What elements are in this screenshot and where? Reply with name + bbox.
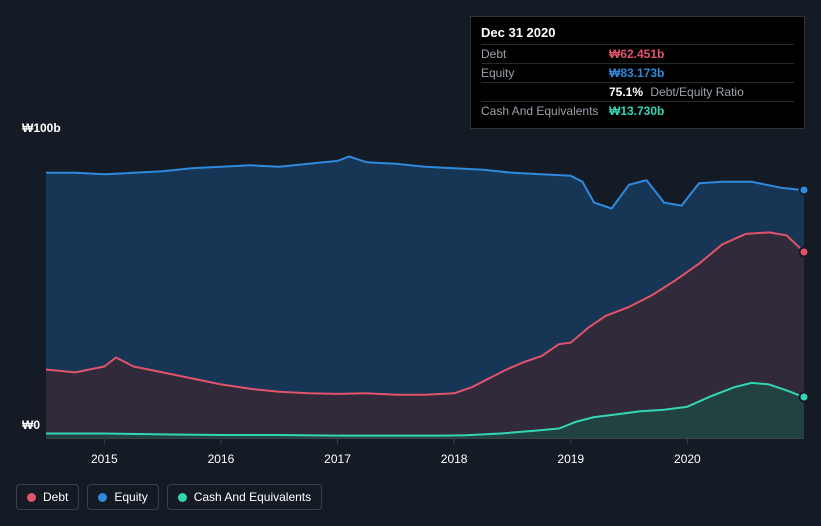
legend-dot-icon [27,493,36,502]
tooltip-sub: Debt/Equity Ratio [647,85,744,99]
legend-dot-icon [178,493,187,502]
x-tick-label: 2019 [557,452,584,466]
x-tick-label: 2015 [91,452,118,466]
financial-chart: ₩100b ₩0 2015 2016 2017 2018 2019 2020 Dec 31… [0,0,821,526]
tooltip-value: ₩83.173b [609,66,664,80]
tooltip-key: Debt [481,47,609,61]
x-tick-label: 2017 [324,452,351,466]
series-marker [799,185,810,196]
y-tick-label: ₩0 [22,418,40,432]
tooltip-key [481,85,609,99]
chart-tooltip: Dec 31 2020 Debt₩62.451bEquity₩83.173b75… [470,16,805,129]
legend-label: Cash And Equivalents [194,490,311,504]
legend-item[interactable]: Equity [87,484,158,510]
legend-label: Debt [43,490,68,504]
tooltip-value: 75.1% Debt/Equity Ratio [609,85,744,99]
x-tick-label: 2018 [441,452,468,466]
legend-dot-icon [98,493,107,502]
tooltip-row: Debt₩62.451b [481,44,794,63]
tooltip-row: Cash And Equivalents₩13.730b [481,101,794,120]
legend-item[interactable]: Debt [16,484,79,510]
tooltip-value: ₩62.451b [609,47,664,61]
y-tick-label: ₩100b [22,121,61,135]
legend-item[interactable]: Cash And Equivalents [167,484,322,510]
x-tick-label: 2016 [208,452,235,466]
series-marker [799,392,810,403]
tooltip-row: Equity₩83.173b [481,63,794,82]
legend-label: Equity [114,490,147,504]
series-marker [799,246,810,257]
x-tick-label: 2020 [674,452,701,466]
tooltip-date: Dec 31 2020 [481,23,794,44]
tooltip-key: Equity [481,66,609,80]
tooltip-value: ₩13.730b [609,104,664,118]
chart-legend: Debt Equity Cash And Equivalents [16,484,322,510]
tooltip-row: 75.1% Debt/Equity Ratio [481,82,794,101]
tooltip-key: Cash And Equivalents [481,104,609,118]
